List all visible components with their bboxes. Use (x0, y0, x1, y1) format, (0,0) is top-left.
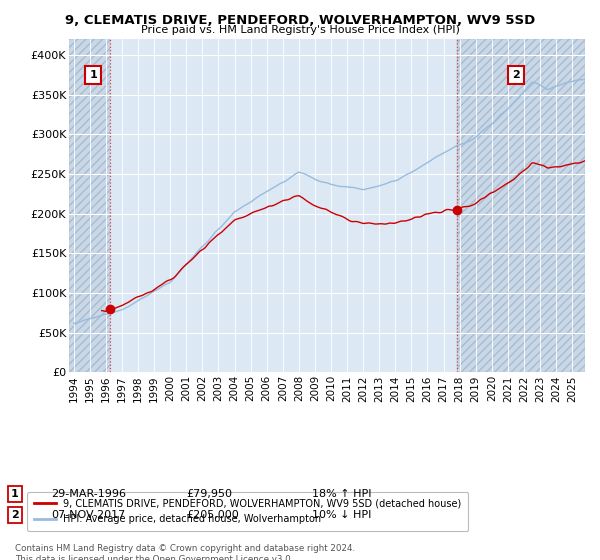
Text: 10% ↓ HPI: 10% ↓ HPI (312, 510, 371, 520)
Bar (457, 39, 585, 372)
Text: 2: 2 (11, 510, 19, 520)
Text: 18% ↑ HPI: 18% ↑ HPI (312, 489, 371, 499)
Text: 1: 1 (89, 70, 97, 80)
Text: Contains HM Land Registry data © Crown copyright and database right 2024.
This d: Contains HM Land Registry data © Crown c… (15, 544, 355, 560)
Bar (69, 39, 110, 372)
Text: £79,950: £79,950 (186, 489, 232, 499)
Legend: 9, CLEMATIS DRIVE, PENDEFORD, WOLVERHAMPTON, WV9 5SD (detached house), HPI: Aver: 9, CLEMATIS DRIVE, PENDEFORD, WOLVERHAMP… (28, 492, 469, 531)
Text: 07-NOV-2017: 07-NOV-2017 (51, 510, 125, 520)
Text: 2: 2 (512, 70, 520, 80)
Text: 1: 1 (11, 489, 19, 499)
Text: 29-MAR-1996: 29-MAR-1996 (51, 489, 126, 499)
Text: Price paid vs. HM Land Registry's House Price Index (HPI): Price paid vs. HM Land Registry's House … (140, 25, 460, 35)
Text: £205,000: £205,000 (186, 510, 239, 520)
Text: 9, CLEMATIS DRIVE, PENDEFORD, WOLVERHAMPTON, WV9 5SD: 9, CLEMATIS DRIVE, PENDEFORD, WOLVERHAMP… (65, 14, 535, 27)
